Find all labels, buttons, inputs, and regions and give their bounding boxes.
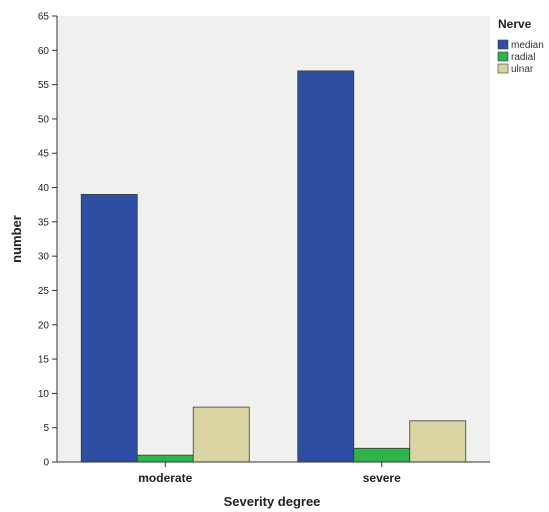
y-tick-label: 60	[38, 46, 50, 57]
y-axis-title: number	[9, 215, 24, 263]
y-tick-label: 10	[38, 389, 50, 400]
y-tick-label: 0	[43, 458, 49, 469]
bars-layer	[80, 70, 467, 463]
y-tick-label: 5	[43, 423, 49, 434]
legend-label-median: median	[511, 40, 544, 51]
bar-radial-moderate	[136, 454, 194, 463]
y-tick-label: 25	[38, 286, 50, 297]
y-tick-label: 65	[38, 12, 50, 23]
y-tick-label: 35	[38, 217, 50, 228]
legend-title: Nerve	[498, 17, 532, 31]
y-tick-label: 55	[38, 80, 50, 91]
legend-swatch-median	[497, 39, 509, 50]
bar-median-moderate	[80, 193, 138, 463]
y-tick-label: 45	[38, 149, 50, 160]
legend-swatch-radial	[497, 51, 509, 62]
x-axis-title: Severity degree	[224, 494, 321, 509]
y-tick-label: 20	[38, 320, 50, 331]
y-tick-label: 40	[38, 183, 50, 194]
bar-median-severe	[297, 70, 355, 463]
y-tick-label: 50	[38, 114, 50, 125]
bar-radial-severe	[353, 447, 411, 463]
y-tick-label: 15	[38, 355, 50, 366]
axis-layer: 0 5 10 15 20 25 30 35 40 45 50 55 60 65 moderate severe	[38, 12, 490, 485]
x-tick-label-moderate: moderate	[138, 471, 192, 485]
legend-label-ulnar: ulnar	[511, 64, 534, 75]
y-tick-label: 30	[38, 252, 50, 263]
legend-swatch-ulnar	[497, 63, 509, 74]
bar-ulnar-moderate	[192, 406, 250, 463]
x-tick-label-severe: severe	[363, 471, 401, 485]
legend-label-radial: radial	[511, 52, 535, 63]
bar-ulnar-severe	[409, 420, 467, 463]
